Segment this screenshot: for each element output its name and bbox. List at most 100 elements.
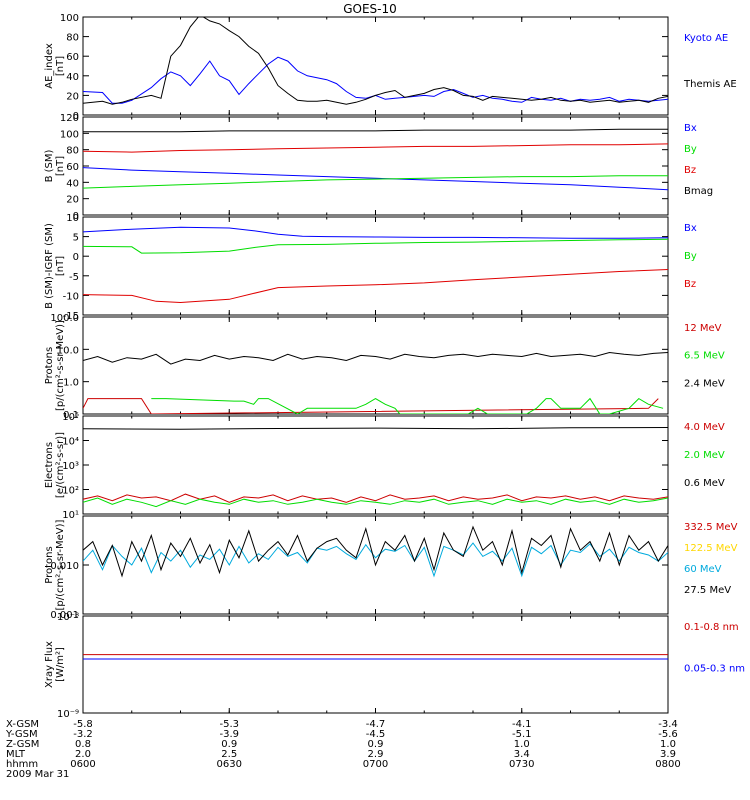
y-axis-label: AE_index — [44, 43, 55, 89]
y-tick-label: 0.001 — [50, 610, 79, 621]
y-tick-label: 120 — [60, 113, 79, 124]
panel-frame-xray — [82, 615, 669, 714]
panel-ae: 0 20 40 60 80 100 AE_index [nT] Kyoto AE Themis A… — [44, 13, 737, 122]
y-tick-label: 10⁻⁸ — [57, 612, 79, 623]
series-line-0-6-mev — [83, 427, 668, 430]
y-tick-label: 0.1 — [63, 410, 79, 421]
panel-xray: 10⁻⁹ 10⁻⁸ Xray Flux [W/m²] 0.1-0.8 nm 0.05-0.… — [44, 612, 745, 720]
legend-label: 6.5 MeV — [684, 351, 725, 362]
y-axis-label: Xray Flux — [44, 641, 55, 688]
legend-label: Bmag — [684, 186, 713, 197]
footer-value: 0730 — [509, 759, 534, 770]
series-line-bz — [83, 143, 668, 153]
legend-label: 122.5 MeV — [684, 543, 738, 554]
footer-value: 2.0 — [75, 749, 91, 760]
y-tick-label: 0 — [73, 211, 79, 222]
legend-label: 2.4 MeV — [684, 378, 725, 389]
series-line-by — [83, 238, 668, 254]
x-axis-footer: X-GSM -5.8 -5.3 -4.7 -4.1 -3.4 Y-GSM -3.2 -3.9 -4… — [5, 719, 681, 780]
footer-value: -5.8 — [73, 719, 93, 730]
y-tick-label: 10⁵ — [62, 412, 79, 423]
footer-value: 0.9 — [221, 739, 237, 750]
series-line-by — [83, 175, 668, 189]
footer-date: 2009 Mar 31 — [6, 769, 69, 780]
y-axis-label: [e/(cm²-s-sr)] — [55, 432, 66, 498]
panel-bmigrf: -15 -10 -5 0 5 10 B (SM)-IGRF (SM) [nT] Bx By Bz — [44, 213, 697, 322]
footer-value: -3.9 — [219, 729, 239, 740]
y-tick-label: -10 — [63, 291, 79, 302]
series-group — [83, 525, 668, 578]
series-group — [83, 654, 668, 660]
footer-value: 1.0 — [660, 739, 676, 750]
legend-label: 332.5 MeV — [684, 522, 738, 533]
y-tick-label: 100 — [60, 129, 79, 140]
y-tick-label: 80 — [66, 146, 79, 157]
y-axis-label: [W/m²] — [55, 647, 66, 682]
series-line-bmag — [83, 128, 668, 133]
legend-label: Bz — [684, 279, 696, 290]
y-tick-label: 20 — [66, 195, 79, 206]
y-tick-label: 10.0 — [57, 345, 79, 356]
panel-pp: 0.1 1.0 10.0 100.0 Protons [p/(cm²-s-sr-MeV)]… — [44, 313, 725, 421]
y-tick-label: 80 — [66, 33, 79, 44]
footer-value: 3.9 — [660, 749, 676, 760]
footer-value: -3.2 — [73, 729, 93, 740]
footer-row-label: hhmm — [6, 759, 38, 770]
footer-value: -4.7 — [366, 719, 386, 730]
series-line-2-0-mev — [83, 497, 668, 508]
footer-value: 0.9 — [368, 739, 384, 750]
series-line-4-0-mev — [83, 493, 668, 503]
footer-row-label: X-GSM — [6, 719, 39, 730]
y-tick-label: 10³ — [62, 461, 79, 472]
footer-value: 0700 — [363, 759, 388, 770]
y-tick-label: 10² — [62, 486, 79, 497]
footer-value: 0800 — [655, 759, 680, 770]
legend-label: 60 MeV — [684, 564, 722, 575]
series-line-bx — [83, 167, 668, 191]
y-tick-label: 40 — [66, 72, 79, 83]
legend-label: 12 MeV — [684, 323, 722, 334]
y-tick-label: 10⁻⁹ — [57, 709, 79, 720]
legend-label: Bx — [684, 223, 697, 234]
footer-value: 3.4 — [514, 749, 530, 760]
panel-el: 10¹ 10² 10³ 10⁴ 10⁵ Electrons [e/(cm²-s-sr)] 4.… — [44, 412, 725, 521]
series-group — [83, 351, 668, 414]
legend-label: Bz — [684, 165, 696, 176]
y-tick-label: 100.0 — [50, 313, 79, 324]
series-group — [83, 226, 668, 304]
y-axis-label: [nT] — [55, 56, 66, 76]
y-axis-label: B (SM) — [44, 149, 55, 182]
legend-label: Bx — [684, 123, 697, 134]
series-line-2-4-mev — [83, 351, 668, 365]
series-line-kyoto-ae — [83, 56, 668, 104]
footer-value: 0.8 — [75, 739, 91, 750]
footer-value: -4.1 — [512, 719, 532, 730]
legend-label: Kyoto AE — [684, 33, 728, 44]
series-line-12-mev — [83, 398, 659, 414]
y-tick-label: 0.010 — [50, 561, 79, 572]
y-axis-label: B (SM)-IGRF (SM) — [44, 223, 55, 309]
footer-row-label: MLT — [6, 749, 26, 760]
legend-label: 0.6 MeV — [684, 478, 725, 489]
y-axis-label: Electrons — [44, 442, 55, 488]
y-axis-label: [nT] — [55, 256, 66, 276]
footer-value: -5.6 — [658, 729, 678, 740]
panel-frame-bmigrf — [82, 216, 669, 316]
y-tick-label: 5 — [73, 233, 79, 244]
legend-label: 0.1-0.8 nm — [684, 622, 739, 633]
footer-row-label: Z-GSM — [6, 739, 39, 750]
footer-value: -5.1 — [512, 729, 532, 740]
y-tick-label: 0 — [73, 111, 79, 122]
series-group — [83, 17, 668, 105]
footer-value: 0600 — [70, 759, 95, 770]
panel-frame-pp — [82, 316, 669, 415]
y-tick-label: 60 — [66, 162, 79, 173]
y-tick-label: 0 — [73, 252, 79, 263]
legend-label: 2.0 MeV — [684, 450, 725, 461]
series-line-60-mev — [83, 542, 668, 578]
y-axis-label: Protons — [44, 546, 55, 583]
y-axis-label: [nT] — [55, 156, 66, 176]
